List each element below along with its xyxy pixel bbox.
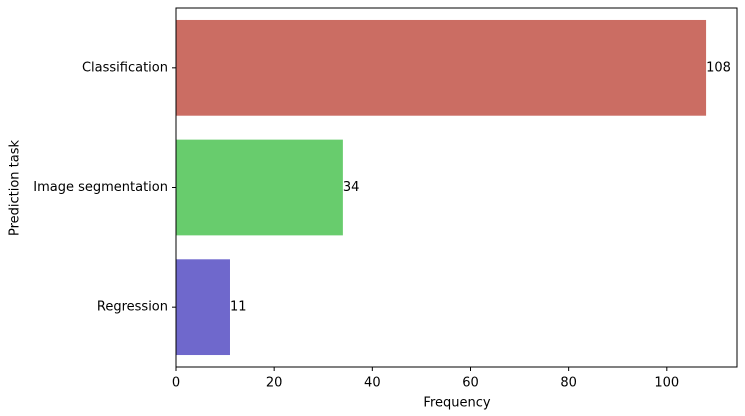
y-tick-label: Image segmentation xyxy=(33,180,168,195)
value-label: 34 xyxy=(343,180,360,195)
x-tick-label: 40 xyxy=(364,376,381,391)
bar xyxy=(176,19,707,116)
plot-frame xyxy=(175,7,738,368)
y-tick-label: Regression xyxy=(97,300,168,315)
x-tick-label: 60 xyxy=(462,376,479,391)
bar xyxy=(176,259,230,356)
x-tick-label: 100 xyxy=(654,376,679,391)
x-tick-label: 20 xyxy=(266,376,283,391)
bar xyxy=(176,139,343,236)
x-tick-label: 0 xyxy=(172,376,180,391)
y-axis-label: Prediction task xyxy=(8,139,23,236)
y-tick-label: Classification xyxy=(82,60,168,75)
value-label: 108 xyxy=(706,60,731,75)
x-tick-label: 80 xyxy=(560,376,577,391)
x-axis-label: Frequency xyxy=(423,396,490,411)
value-label: 11 xyxy=(230,300,247,315)
